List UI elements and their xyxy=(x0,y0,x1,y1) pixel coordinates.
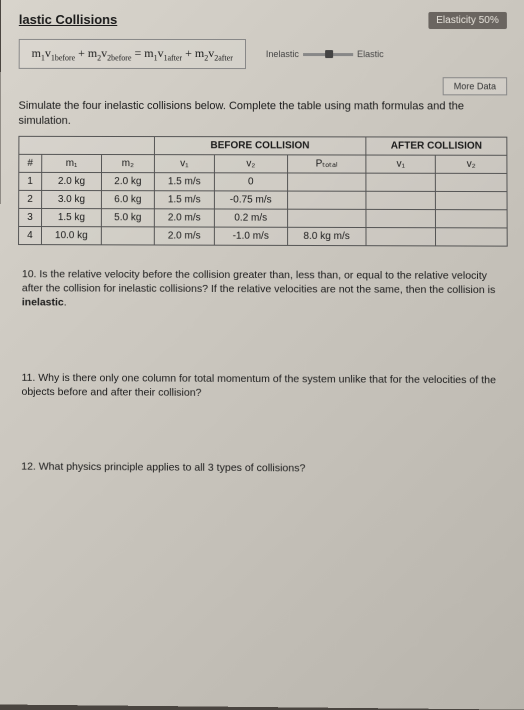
column-header: m₁ xyxy=(41,154,101,172)
table-row: 23.0 kg6.0 kg1.5 m/s-0.75 m/s xyxy=(19,190,507,209)
q10-suffix: . xyxy=(64,297,67,309)
table-cell: -0.75 m/s xyxy=(214,191,287,209)
slider-thumb[interactable] xyxy=(325,50,333,58)
table-cell xyxy=(436,191,508,209)
table-cell xyxy=(436,228,508,246)
elasticity-badge: Elasticity 50% xyxy=(428,12,507,29)
table-cell: 10.0 kg xyxy=(41,227,101,245)
table-cell: 2.0 kg xyxy=(41,172,101,190)
table-cell xyxy=(366,191,435,209)
table-cell: 3.0 kg xyxy=(41,190,101,208)
slider-track[interactable] xyxy=(303,53,353,56)
table-cell: 6.0 kg xyxy=(102,191,155,209)
table-cell: 2.0 m/s xyxy=(154,209,214,227)
elasticity-slider[interactable]: Inelastic Elastic xyxy=(266,49,384,59)
worksheet-paper: lastic Collisions Elasticity 50% m1v1bef… xyxy=(0,0,524,710)
table-cell xyxy=(287,191,366,209)
q10-bold: inelastic xyxy=(22,297,64,309)
question-10: 10. Is the relative velocity before the … xyxy=(18,267,508,312)
momentum-formula: m1v1before + m2v2before = m1v1after + m2… xyxy=(19,39,246,69)
page-title: lastic Collisions xyxy=(19,12,117,27)
table-header-row: #m₁m₂v₁v₂Pₜₒₜₐₗv₁v₂ xyxy=(19,154,507,173)
column-header: v₂ xyxy=(435,155,507,173)
table-cell xyxy=(436,210,508,228)
table-cell xyxy=(435,173,507,191)
before-collision-header: BEFORE COLLISION xyxy=(154,137,366,155)
table-row: 410.0 kg 2.0 m/s-1.0 m/s8.0 kg m/s xyxy=(19,226,508,246)
table-cell xyxy=(287,209,366,227)
table-cell: 1.5 m/s xyxy=(154,191,214,209)
table-cell: 2 xyxy=(19,190,42,208)
slider-label-left: Inelastic xyxy=(266,49,299,59)
question-12: 12. What physics principle applies to al… xyxy=(17,459,508,477)
title-row: lastic Collisions Elasticity 50% xyxy=(19,12,507,29)
more-data-button[interactable]: More Data xyxy=(443,78,508,96)
table-cell xyxy=(366,209,435,227)
table-cell: 1.5 kg xyxy=(41,208,101,226)
table-cell: 1 xyxy=(19,172,42,190)
table-row: 31.5 kg5.0 kg2.0 m/s0.2 m/s xyxy=(19,208,508,228)
table-cell: 4 xyxy=(19,226,42,244)
table-cell: 2.0 m/s xyxy=(154,227,214,245)
column-header: v₁ xyxy=(366,155,435,173)
table-cell xyxy=(287,173,366,191)
table-cell: 8.0 kg m/s xyxy=(287,227,366,245)
table-cell: 2.0 kg xyxy=(102,173,155,191)
column-header: # xyxy=(19,154,42,172)
table-cell: 1.5 m/s xyxy=(154,173,214,191)
table-cell: 0.2 m/s xyxy=(214,209,287,227)
formula-row: m1v1before + m2v2before = m1v1after + m2… xyxy=(19,39,507,70)
table-cell xyxy=(366,173,435,191)
after-collision-header: AFTER COLLISION xyxy=(366,137,507,155)
table-cell: 3 xyxy=(19,208,42,226)
table-cell xyxy=(101,227,154,245)
column-header: Pₜₒₜₐₗ xyxy=(287,155,366,173)
q10-text: 10. Is the relative velocity before the … xyxy=(22,268,495,296)
column-header: v₂ xyxy=(214,155,287,173)
column-header: v₁ xyxy=(154,155,214,173)
table-cell xyxy=(366,228,436,246)
question-11: 11. Why is there only one column for tot… xyxy=(17,370,508,401)
slider-label-right: Elastic xyxy=(357,49,384,59)
table-cell: -1.0 m/s xyxy=(214,227,287,245)
table-row: 12.0 kg2.0 kg1.5 m/s0 xyxy=(19,172,507,191)
collision-table: BEFORE COLLISION AFTER COLLISION #m₁m₂v₁… xyxy=(18,136,508,247)
table-cell: 0 xyxy=(214,173,287,191)
instruction-text: Simulate the four inelastic collisions b… xyxy=(18,99,507,128)
table-cell: 5.0 kg xyxy=(101,209,154,227)
table-header-group-row: BEFORE COLLISION AFTER COLLISION xyxy=(19,136,507,155)
column-header: m₂ xyxy=(102,154,155,172)
